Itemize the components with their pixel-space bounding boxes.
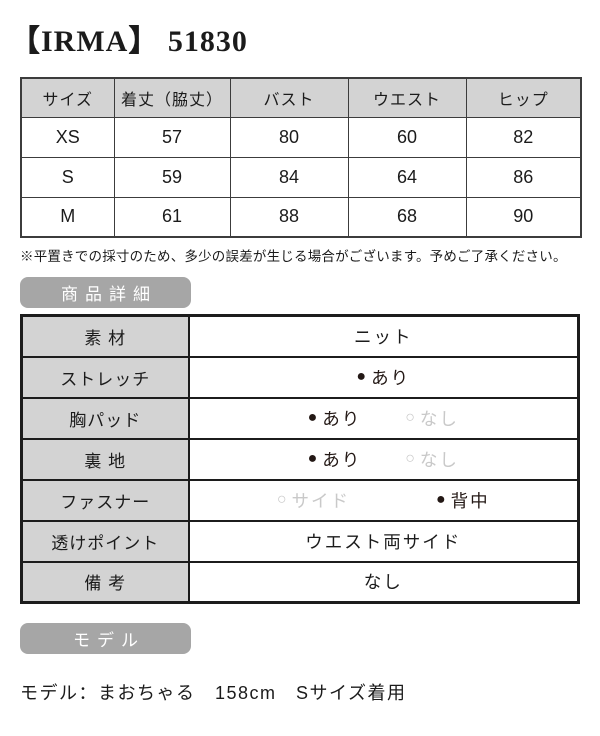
length-value: 59 (113, 156, 231, 198)
hip-value: 90 (465, 196, 582, 238)
option-label: あり (371, 367, 411, 388)
option-label: なし (419, 408, 459, 429)
detail-label: ファスナー (20, 478, 190, 522)
option-pad-nashi: ○ なし (405, 406, 459, 431)
radio-unselected-icon: ○ (405, 450, 417, 467)
option-label: なし (419, 449, 459, 470)
detail-value: ウエスト両サイド (187, 519, 580, 563)
length-col-header: 着丈（脇丈） (113, 77, 231, 118)
size-table-header-row: サイズ 着丈（脇丈） バスト ウエスト ヒップ (20, 77, 582, 118)
size-row-s: S 59 84 64 86 (20, 156, 582, 198)
option-fastener-back: ● 背中 (436, 488, 490, 513)
size-row-xs: XS 57 80 60 82 (20, 116, 582, 158)
radio-selected-icon: ● (307, 450, 320, 467)
option-stretch-ari: ● あり (356, 365, 410, 390)
section-label-model: モデル (20, 623, 191, 654)
detail-value: ○ サイド ● 背中 (187, 478, 580, 522)
option-label: 背中 (450, 490, 490, 511)
hip-col-header: ヒップ (465, 77, 582, 118)
waist-col-header: ウエスト (347, 77, 467, 118)
waist-value: 64 (347, 156, 467, 198)
radio-unselected-icon: ○ (405, 409, 417, 426)
bust-value: 84 (229, 156, 349, 198)
detail-row-stretch: ストレッチ ● あり (20, 355, 580, 399)
bust-value: 80 (229, 116, 349, 158)
bust-value: 88 (229, 196, 349, 238)
radio-selected-icon: ● (356, 368, 369, 385)
radio-selected-icon: ● (436, 491, 448, 508)
size-row-m: M 61 88 68 90 (20, 196, 582, 238)
hip-value: 86 (465, 156, 582, 198)
detail-value: ● あり ○ なし (187, 437, 580, 481)
detail-value: ニット (187, 314, 580, 358)
option-label: あり (322, 449, 362, 470)
size-table: サイズ 着丈（脇丈） バスト ウエスト ヒップ XS 57 80 60 82 S… (20, 77, 582, 238)
detail-value: ● あり (187, 355, 580, 399)
radio-selected-icon: ● (307, 409, 320, 426)
detail-row-fastener: ファスナー ○ サイド ● 背中 (20, 478, 580, 522)
page-title: 【IRMA】 51830 (10, 25, 248, 58)
length-value: 61 (113, 196, 231, 238)
size-label: S (20, 156, 115, 198)
detail-label: 素 材 (20, 314, 190, 358)
detail-label: 裏 地 (20, 437, 190, 481)
length-value: 57 (113, 116, 231, 158)
detail-value: ● あり ○ なし (187, 396, 580, 440)
detail-label: 備 考 (20, 560, 190, 604)
measurement-note: ※平置きでの採寸のため、多少の誤差が生じる場合がございます。予めご了承ください。 (20, 249, 567, 264)
detail-row-lining: 裏 地 ● あり ○ なし (20, 437, 580, 481)
detail-label: 透けポイント (20, 519, 190, 563)
detail-row-chest-pad: 胸パッド ● あり ○ なし (20, 396, 580, 440)
detail-row-material: 素 材 ニット (20, 314, 580, 358)
size-label: XS (20, 116, 115, 158)
detail-row-sheer-point: 透けポイント ウエスト両サイド (20, 519, 580, 563)
option-lining-ari: ● あり (308, 447, 362, 472)
details-table: 素 材 ニット ストレッチ ● あり 胸パッド ● あり (20, 314, 580, 604)
radio-unselected-icon: ○ (276, 491, 289, 508)
option-pad-ari: ● あり (308, 406, 362, 431)
detail-row-remarks: 備 考 なし (20, 560, 580, 604)
section-label-details: 商品詳細 (20, 277, 191, 308)
option-fastener-side: ○ サイド (277, 488, 350, 513)
option-lining-nashi: ○ なし (405, 447, 459, 472)
detail-label: 胸パッド (20, 396, 190, 440)
detail-label: ストレッチ (20, 355, 190, 399)
detail-value: なし (187, 560, 580, 604)
size-label: M (20, 196, 115, 238)
option-label: あり (322, 408, 362, 429)
bust-col-header: バスト (229, 77, 349, 118)
waist-value: 68 (347, 196, 467, 238)
size-col-header: サイズ (20, 77, 115, 118)
waist-value: 60 (347, 116, 467, 158)
model-info: モデル：まおちゃる 158cm Sサイズ着用 (20, 683, 407, 703)
hip-value: 82 (465, 116, 582, 158)
option-label: サイド (291, 490, 350, 511)
